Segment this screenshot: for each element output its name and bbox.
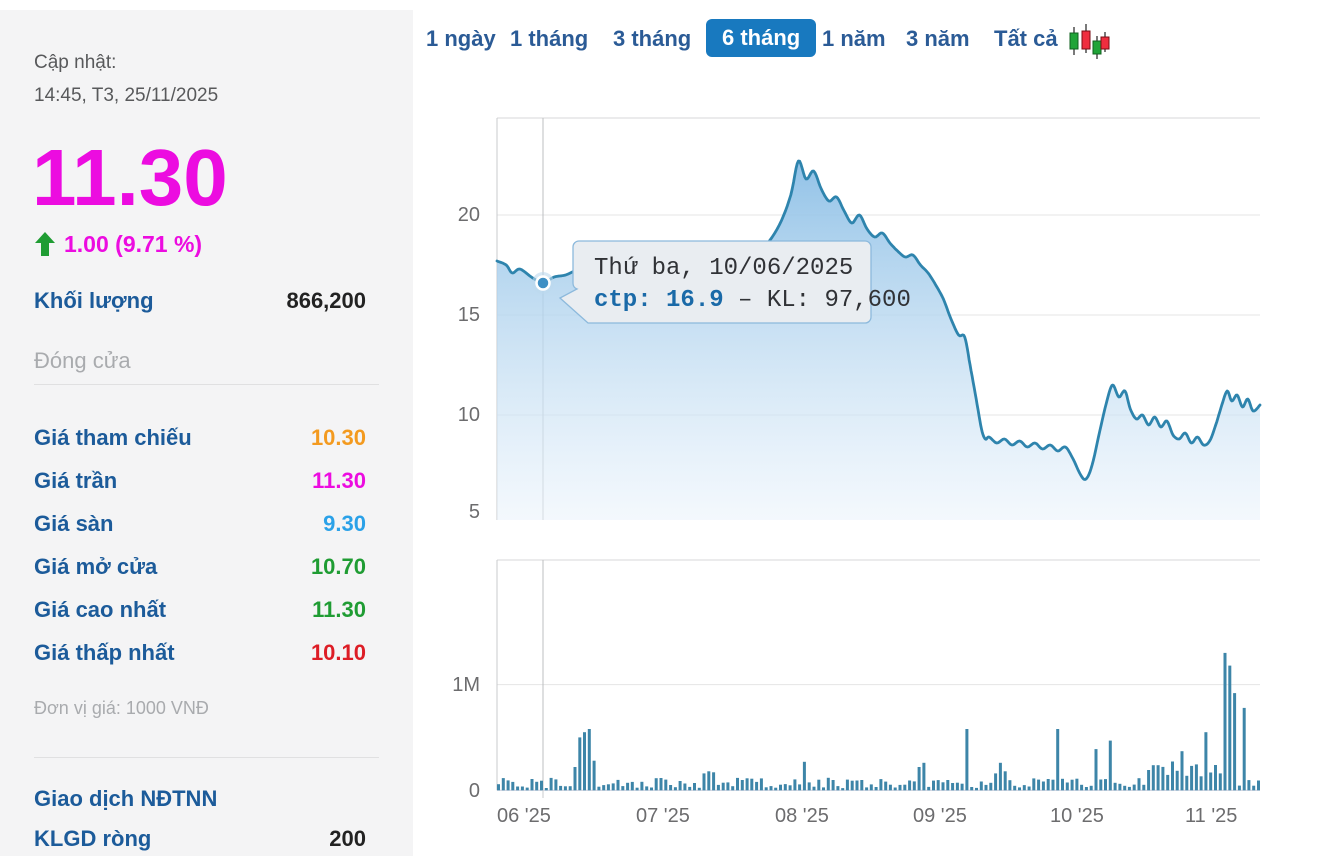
- svg-text:11 '25: 11 '25: [1185, 805, 1237, 827]
- svg-text:08 '25: 08 '25: [775, 805, 829, 827]
- svg-text:15: 15: [458, 304, 480, 326]
- svg-text:09 '25: 09 '25: [913, 805, 967, 827]
- svg-text:20: 20: [458, 204, 480, 226]
- svg-text:0: 0: [469, 780, 480, 802]
- svg-text:5: 5: [469, 501, 480, 523]
- svg-text:10 '25: 10 '25: [1050, 805, 1104, 827]
- svg-text:Thứ ba, 10/06/2025: Thứ ba, 10/06/2025: [594, 255, 853, 282]
- svg-text:07 '25: 07 '25: [636, 805, 690, 827]
- svg-text:1M: 1M: [452, 674, 480, 696]
- svg-text:06 '25: 06 '25: [497, 805, 551, 827]
- svg-text:ctp: 16.9 – KL: 97,600: ctp: 16.9 – KL: 97,600: [594, 287, 911, 314]
- svg-text:10: 10: [458, 404, 480, 426]
